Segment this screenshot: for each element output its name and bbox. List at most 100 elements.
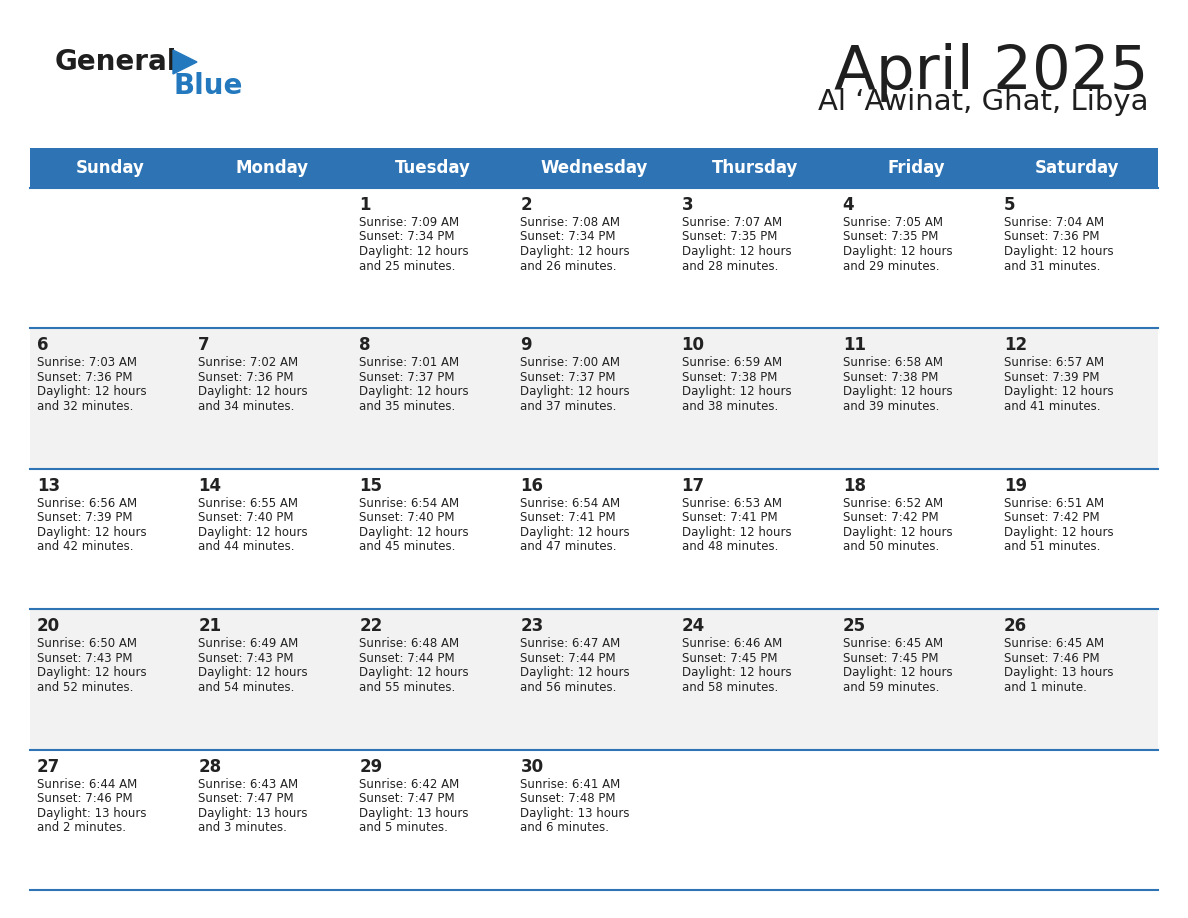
Text: Daylight: 12 hours: Daylight: 12 hours — [682, 386, 791, 398]
Text: Tuesday: Tuesday — [394, 159, 470, 177]
Bar — [30, 610, 1158, 750]
Bar — [30, 329, 1158, 469]
Text: 24: 24 — [682, 617, 704, 635]
Text: Sunrise: 6:54 AM: Sunrise: 6:54 AM — [359, 497, 460, 509]
Text: and 50 minutes.: and 50 minutes. — [842, 541, 939, 554]
Text: 10: 10 — [682, 336, 704, 354]
Text: 16: 16 — [520, 476, 543, 495]
Text: 25: 25 — [842, 617, 866, 635]
Text: Sunset: 7:45 PM: Sunset: 7:45 PM — [682, 652, 777, 665]
Text: Daylight: 12 hours: Daylight: 12 hours — [198, 386, 308, 398]
Text: Daylight: 12 hours: Daylight: 12 hours — [37, 666, 146, 679]
Text: Monday: Monday — [235, 159, 308, 177]
Text: Sunrise: 7:08 AM: Sunrise: 7:08 AM — [520, 216, 620, 229]
Text: Daylight: 12 hours: Daylight: 12 hours — [842, 526, 953, 539]
Text: Daylight: 12 hours: Daylight: 12 hours — [520, 245, 630, 258]
Text: Sunrise: 6:56 AM: Sunrise: 6:56 AM — [37, 497, 137, 509]
Text: and 5 minutes.: and 5 minutes. — [359, 821, 448, 834]
Text: Sunrise: 6:42 AM: Sunrise: 6:42 AM — [359, 778, 460, 790]
Text: and 35 minutes.: and 35 minutes. — [359, 400, 455, 413]
Text: and 59 minutes.: and 59 minutes. — [842, 681, 939, 694]
Text: and 56 minutes.: and 56 minutes. — [520, 681, 617, 694]
Text: Sunrise: 7:07 AM: Sunrise: 7:07 AM — [682, 216, 782, 229]
Text: Daylight: 12 hours: Daylight: 12 hours — [1004, 526, 1113, 539]
Text: Sunrise: 6:54 AM: Sunrise: 6:54 AM — [520, 497, 620, 509]
Text: General: General — [55, 48, 177, 76]
Text: 17: 17 — [682, 476, 704, 495]
Text: Sunrise: 6:46 AM: Sunrise: 6:46 AM — [682, 637, 782, 650]
Text: and 32 minutes.: and 32 minutes. — [37, 400, 133, 413]
Text: 5: 5 — [1004, 196, 1016, 214]
Text: and 3 minutes.: and 3 minutes. — [198, 821, 287, 834]
Text: Daylight: 12 hours: Daylight: 12 hours — [359, 386, 469, 398]
Text: and 25 minutes.: and 25 minutes. — [359, 260, 456, 273]
Text: Daylight: 12 hours: Daylight: 12 hours — [1004, 245, 1113, 258]
Text: Sunrise: 6:52 AM: Sunrise: 6:52 AM — [842, 497, 943, 509]
Text: and 38 minutes.: and 38 minutes. — [682, 400, 778, 413]
Text: 26: 26 — [1004, 617, 1026, 635]
Text: Daylight: 12 hours: Daylight: 12 hours — [520, 526, 630, 539]
Text: and 26 minutes.: and 26 minutes. — [520, 260, 617, 273]
Text: Daylight: 12 hours: Daylight: 12 hours — [682, 245, 791, 258]
Bar — [30, 188, 1158, 329]
Text: Daylight: 12 hours: Daylight: 12 hours — [359, 245, 469, 258]
Text: 28: 28 — [198, 757, 221, 776]
Text: Sunset: 7:38 PM: Sunset: 7:38 PM — [842, 371, 939, 384]
Text: Daylight: 12 hours: Daylight: 12 hours — [198, 666, 308, 679]
Text: 1: 1 — [359, 196, 371, 214]
Text: Sunset: 7:35 PM: Sunset: 7:35 PM — [682, 230, 777, 243]
Text: and 55 minutes.: and 55 minutes. — [359, 681, 455, 694]
Text: Daylight: 12 hours: Daylight: 12 hours — [842, 386, 953, 398]
Text: Sunset: 7:47 PM: Sunset: 7:47 PM — [198, 792, 293, 805]
Bar — [30, 148, 1158, 188]
Text: Sunrise: 6:47 AM: Sunrise: 6:47 AM — [520, 637, 620, 650]
Text: Sunset: 7:44 PM: Sunset: 7:44 PM — [359, 652, 455, 665]
Text: Sunset: 7:45 PM: Sunset: 7:45 PM — [842, 652, 939, 665]
Text: Daylight: 12 hours: Daylight: 12 hours — [682, 526, 791, 539]
Text: 30: 30 — [520, 757, 544, 776]
Text: Wednesday: Wednesday — [541, 159, 647, 177]
Text: Daylight: 12 hours: Daylight: 12 hours — [359, 666, 469, 679]
Text: Sunrise: 6:58 AM: Sunrise: 6:58 AM — [842, 356, 943, 369]
Text: and 51 minutes.: and 51 minutes. — [1004, 541, 1100, 554]
Text: Sunset: 7:43 PM: Sunset: 7:43 PM — [198, 652, 293, 665]
Text: Sunset: 7:46 PM: Sunset: 7:46 PM — [1004, 652, 1099, 665]
Text: and 29 minutes.: and 29 minutes. — [842, 260, 940, 273]
Text: Sunset: 7:47 PM: Sunset: 7:47 PM — [359, 792, 455, 805]
Text: and 28 minutes.: and 28 minutes. — [682, 260, 778, 273]
Text: and 37 minutes.: and 37 minutes. — [520, 400, 617, 413]
Text: Sunrise: 7:05 AM: Sunrise: 7:05 AM — [842, 216, 943, 229]
Text: 8: 8 — [359, 336, 371, 354]
Text: Sunrise: 7:03 AM: Sunrise: 7:03 AM — [37, 356, 137, 369]
Text: Al ‘Awinat, Ghat, Libya: Al ‘Awinat, Ghat, Libya — [817, 88, 1148, 116]
Text: Daylight: 12 hours: Daylight: 12 hours — [37, 386, 146, 398]
Text: Sunrise: 6:44 AM: Sunrise: 6:44 AM — [37, 778, 138, 790]
Text: Daylight: 12 hours: Daylight: 12 hours — [520, 386, 630, 398]
Text: 2: 2 — [520, 196, 532, 214]
Text: Sunrise: 6:57 AM: Sunrise: 6:57 AM — [1004, 356, 1104, 369]
Text: 11: 11 — [842, 336, 866, 354]
Text: Daylight: 13 hours: Daylight: 13 hours — [1004, 666, 1113, 679]
Bar — [30, 750, 1158, 890]
Text: Sunset: 7:36 PM: Sunset: 7:36 PM — [1004, 230, 1099, 243]
Text: Sunrise: 7:04 AM: Sunrise: 7:04 AM — [1004, 216, 1104, 229]
Text: April 2025: April 2025 — [834, 43, 1148, 102]
Text: 4: 4 — [842, 196, 854, 214]
Text: Friday: Friday — [887, 159, 946, 177]
Text: Daylight: 12 hours: Daylight: 12 hours — [682, 666, 791, 679]
Text: Sunset: 7:34 PM: Sunset: 7:34 PM — [520, 230, 615, 243]
Text: 19: 19 — [1004, 476, 1026, 495]
Text: Saturday: Saturday — [1035, 159, 1119, 177]
Text: Sunrise: 6:49 AM: Sunrise: 6:49 AM — [198, 637, 298, 650]
Text: Blue: Blue — [173, 72, 242, 100]
Text: Daylight: 12 hours: Daylight: 12 hours — [37, 526, 146, 539]
Text: Daylight: 12 hours: Daylight: 12 hours — [520, 666, 630, 679]
Text: and 45 minutes.: and 45 minutes. — [359, 541, 456, 554]
Text: 7: 7 — [198, 336, 210, 354]
Text: Daylight: 12 hours: Daylight: 12 hours — [359, 526, 469, 539]
Text: Sunrise: 7:02 AM: Sunrise: 7:02 AM — [198, 356, 298, 369]
Text: Sunrise: 6:45 AM: Sunrise: 6:45 AM — [842, 637, 943, 650]
Text: Sunset: 7:42 PM: Sunset: 7:42 PM — [1004, 511, 1099, 524]
Text: and 48 minutes.: and 48 minutes. — [682, 541, 778, 554]
Text: and 6 minutes.: and 6 minutes. — [520, 821, 609, 834]
